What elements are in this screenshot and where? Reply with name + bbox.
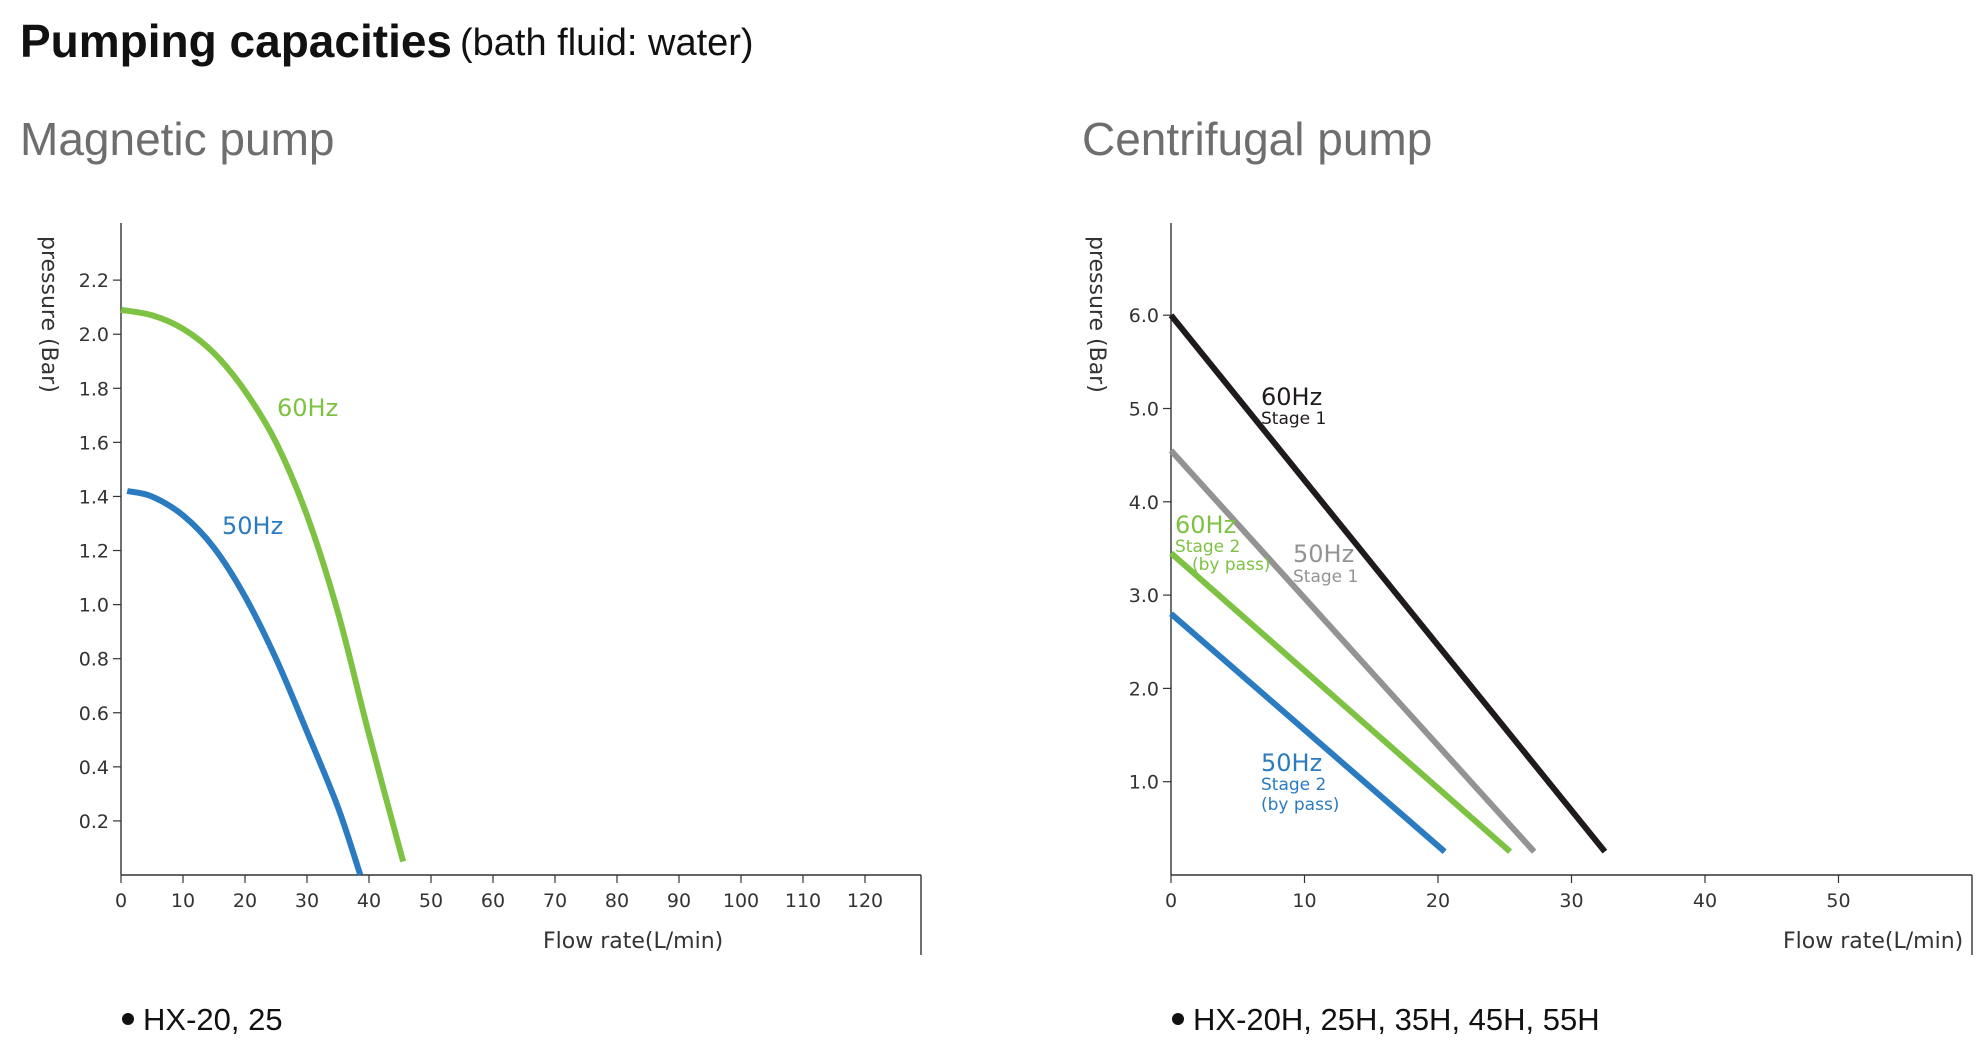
- series-label-name: 60Hz: [1261, 383, 1322, 411]
- x-tick-label: 50: [419, 890, 443, 912]
- magnetic-pump-models: HX-20, 25: [143, 1002, 283, 1037]
- y-tick-label: 3.0: [1129, 585, 1159, 607]
- centrifugal-pump-series-60hz-stage-1: [1168, 313, 1608, 854]
- centrifugal-pump-models: HX-20H, 25H, 35H, 45H, 55H: [1193, 1002, 1600, 1037]
- y-tick-label: 6.0: [1129, 305, 1159, 327]
- x-tick-label: 30: [295, 890, 319, 912]
- page-title: Pumping capacities: [20, 15, 452, 67]
- x-tick-label: 20: [233, 890, 257, 912]
- y-tick-label: 1.4: [79, 486, 109, 508]
- magnetic-pump-chart: Magnetic pump 0 10 20 30 40 50 60 70 80 90 100 110 1…: [20, 113, 922, 1037]
- y-tick-label: 5.0: [1129, 399, 1159, 421]
- x-tick-label: 60: [481, 890, 505, 912]
- magnetic-pump-series: [120, 306, 406, 876]
- series-label-name: 60Hz: [1175, 511, 1236, 539]
- y-tick-label: 0.2: [79, 811, 109, 833]
- x-tick-label: 10: [1292, 890, 1316, 912]
- page-subtitle: (bath fluid: water): [460, 22, 754, 64]
- centrifugal-pump-ylabel: pressure (Bar): [1084, 236, 1109, 393]
- y-tick-label: 1.2: [79, 541, 109, 563]
- series-label-name: 60Hz: [277, 394, 338, 422]
- series-label-subname: Stage 2: [1261, 775, 1326, 795]
- x-tick-label: 50: [1826, 890, 1850, 912]
- y-tick-label: 0.8: [79, 649, 109, 671]
- magnetic-pump-title: Magnetic pump: [20, 113, 335, 165]
- x-tick-label: 120: [847, 890, 883, 912]
- series-label-subname: Stage 2: [1175, 537, 1240, 557]
- bullet-icon: [1172, 1013, 1184, 1025]
- series-label-subname2: (by pass): [1261, 795, 1339, 815]
- y-tick-label: 1.6: [79, 432, 109, 454]
- y-tick-label: 0.4: [79, 757, 109, 779]
- y-tick-label: 1.8: [79, 378, 109, 400]
- x-tick-label: 0: [115, 890, 127, 912]
- y-tick-label: 1.0: [79, 595, 109, 617]
- magnetic-pump-series-labels: 60Hz 50Hz: [222, 394, 338, 540]
- x-tick-label: 40: [357, 890, 381, 912]
- centrifugal-pump-xlabel: Flow rate(L/min): [1783, 929, 1963, 954]
- x-tick-label: 0: [1165, 890, 1177, 912]
- centrifugal-pump-series-50hz-stage-1: [1168, 448, 1537, 854]
- series-label-name: 50Hz: [1261, 749, 1322, 777]
- series-label-subname: Stage 1: [1261, 409, 1326, 429]
- x-tick-label: 40: [1693, 890, 1717, 912]
- x-tick-label: 80: [605, 890, 629, 912]
- centrifugal-pump-series: [1168, 313, 1608, 854]
- centrifugal-pump-title: Centrifugal pump: [1082, 113, 1432, 165]
- magnetic-pump-xlabel: Flow rate(L/min): [543, 929, 723, 954]
- centrifugal-pump-chart: Centrifugal pump 0 10 20 30 40 50 1.0 2.0 3.0 4.0…: [1082, 113, 1973, 1037]
- series-label-subname: Stage 1: [1293, 567, 1358, 587]
- y-tick-label: 0.6: [79, 703, 109, 725]
- magnetic-pump-ylabel: pressure (Bar): [36, 236, 61, 393]
- y-tick-label: 4.0: [1129, 492, 1159, 514]
- magnetic-pump-series-60hz: [120, 306, 406, 863]
- magnetic-pump-series-50hz: [126, 488, 364, 876]
- x-tick-label: 90: [667, 890, 691, 912]
- y-tick-label: 2.2: [79, 270, 109, 292]
- x-tick-label: 70: [543, 890, 567, 912]
- series-label-name: 50Hz: [222, 512, 283, 540]
- centrifugal-pump-series-60hz-stage-2: [1169, 550, 1513, 854]
- x-tick-label: 10: [171, 890, 195, 912]
- x-tick-label: 20: [1426, 890, 1450, 912]
- x-tick-label: 110: [785, 890, 821, 912]
- y-tick-label: 2.0: [1129, 678, 1159, 700]
- x-tick-label: 100: [723, 890, 759, 912]
- x-tick-label: 30: [1559, 890, 1583, 912]
- centrifugal-pump-axes: 0 10 20 30 40 50 1.0 2.0 3.0 4.0 5.0 6.0: [1129, 223, 1973, 955]
- series-label-name: 50Hz: [1293, 540, 1354, 568]
- y-tick-label: 2.0: [79, 324, 109, 346]
- series-label-subname2: (by pass): [1192, 555, 1270, 575]
- y-tick-label: 1.0: [1129, 772, 1159, 794]
- bullet-icon: [122, 1013, 134, 1025]
- magnetic-pump-axes: 0 10 20 30 40 50 60 70 80 90 100 110 120 0.2 0.4 0.6 0.8…: [79, 223, 922, 955]
- centrifugal-pump-series-50hz-stage-2: [1169, 611, 1447, 854]
